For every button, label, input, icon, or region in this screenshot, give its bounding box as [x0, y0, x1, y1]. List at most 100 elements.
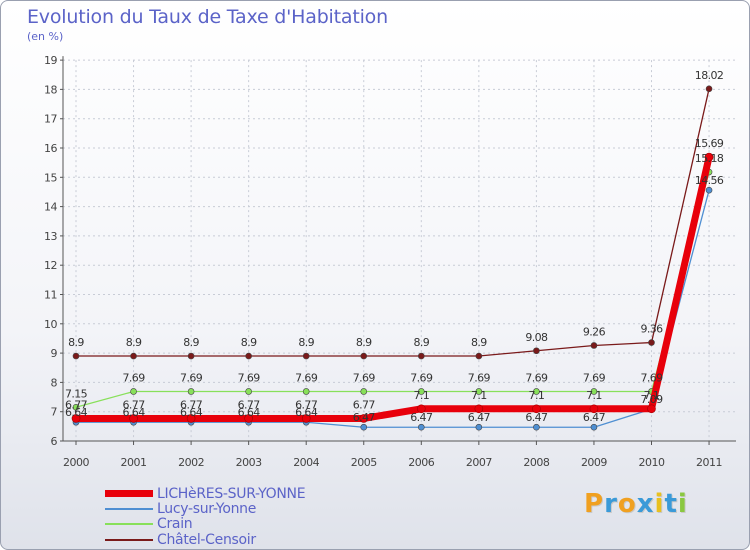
data-label: 6.47: [583, 411, 606, 424]
legend-item: Châtel-Censoir: [105, 532, 256, 548]
data-label: 15.18: [695, 152, 724, 165]
data-label: 7.69: [238, 371, 261, 384]
data-point: [532, 404, 541, 414]
data-point: [474, 404, 484, 414]
y-tick-label: 18: [44, 83, 57, 96]
data-point: [590, 423, 598, 431]
y-axis-unit-label: (en %): [27, 30, 64, 43]
y-tick-label: 16: [44, 142, 57, 155]
data-label: 9.36: [640, 323, 663, 336]
data-label: 7.1: [644, 389, 660, 402]
data-point: [301, 414, 311, 423]
logo-letter: i: [654, 489, 665, 519]
data-label: 7.69: [353, 371, 376, 384]
data-label: 7.69: [123, 371, 146, 384]
data-point: [130, 388, 137, 395]
data-labels: 6.77 6.77 6.77 6.77 6.77 6.77 7.1 7.1 7.1 7.1 7.1 1…: [65, 69, 725, 424]
chart-title: Evolution du Taux de Taxe d'Habitation: [27, 6, 388, 28]
data-label: 7.69: [525, 371, 548, 384]
proxiti-logo: Proxiti: [584, 489, 688, 519]
data-point: [589, 404, 599, 414]
data-label: 6.77: [295, 398, 318, 411]
data-label: 18.02: [695, 69, 724, 82]
logo-letter: i: [677, 489, 688, 519]
data-label: 8.9: [126, 336, 142, 349]
data-label: 7.1: [413, 389, 429, 402]
legend-label: LICHèRES-SUR-YONNE: [157, 485, 306, 502]
data-point: [187, 388, 195, 395]
data-label: 6.77: [123, 398, 146, 411]
data-label: 7.69: [295, 371, 318, 384]
y-tick-label: 7: [51, 406, 58, 419]
legend-swatch: [105, 507, 153, 510]
data-label: 7.69: [180, 371, 203, 384]
data-label: 9.26: [583, 325, 606, 338]
legend-label: Lucy-sur-Yonne: [157, 500, 257, 517]
data-label: 6.47: [410, 411, 433, 424]
data-label: 8.9: [298, 336, 314, 349]
x-tick-label: 2003: [236, 456, 262, 469]
y-tick-label: 6: [51, 435, 58, 448]
data-point: [417, 423, 425, 431]
data-point: [590, 388, 598, 395]
data-point: [705, 85, 713, 93]
x-tick-label: 2010: [639, 456, 665, 469]
data-point: [416, 404, 426, 414]
legend-item: Lucy-sur-Yonne: [105, 500, 257, 517]
x-tick-label: 2002: [178, 456, 204, 469]
x-tick-label: 2011: [696, 456, 722, 469]
data-point: [533, 423, 540, 431]
y-tick-label: 17: [44, 113, 57, 126]
series-line-2: [75, 171, 710, 408]
data-label: 6.64: [238, 406, 261, 419]
logo-letter: t: [664, 489, 678, 519]
logo-letter: x: [636, 489, 655, 519]
data-label: 6.64: [123, 406, 146, 419]
series: [71, 85, 714, 431]
data-point: [302, 352, 310, 360]
data-point: [72, 404, 80, 411]
y-tick-label: 19: [44, 54, 57, 67]
y-tick-label: 14: [44, 201, 57, 214]
data-point: [647, 404, 656, 414]
data-label: 6.64: [295, 406, 318, 419]
data-label: 6.77: [353, 398, 376, 411]
data-label: 8.9: [413, 336, 429, 349]
data-label: 7.1: [529, 389, 545, 402]
data-label: 6.77: [65, 398, 88, 411]
series-3: [72, 85, 713, 360]
y-tick-label: 8: [51, 376, 58, 389]
data-label: 6.77: [238, 398, 261, 411]
legend-swatch: [105, 490, 153, 497]
x-tick-label: 2005: [351, 456, 377, 469]
x-tick-label: 2001: [121, 456, 147, 469]
logo-letter: o: [617, 489, 637, 519]
logo-letter: P: [584, 489, 605, 519]
series-1: [72, 186, 713, 431]
data-label: 14.56: [695, 174, 724, 187]
data-point: [533, 388, 540, 395]
x-tick-label: 2000: [63, 456, 89, 469]
series-0: [71, 152, 714, 423]
legend-label: Crain: [157, 515, 193, 532]
x-tick-label: 2004: [293, 456, 319, 469]
data-point: [245, 352, 252, 360]
data-label: 8.9: [471, 336, 487, 349]
series-line-1: [76, 190, 710, 428]
data-point: [71, 414, 81, 423]
y-tick-label: 15: [44, 171, 57, 184]
data-point: [705, 186, 713, 194]
data-label: 7.09: [640, 393, 663, 406]
data-point: [360, 352, 368, 360]
data-point: [302, 388, 310, 395]
y-tick-label: 13: [44, 230, 57, 243]
data-point: [704, 152, 714, 162]
data-label: 8.9: [68, 336, 84, 349]
legend-swatch: [105, 538, 153, 541]
series-line-3: [76, 88, 710, 357]
logo-letter: r: [604, 489, 618, 519]
data-label: 8.9: [183, 336, 199, 349]
y-tick-label: 11: [44, 289, 57, 302]
